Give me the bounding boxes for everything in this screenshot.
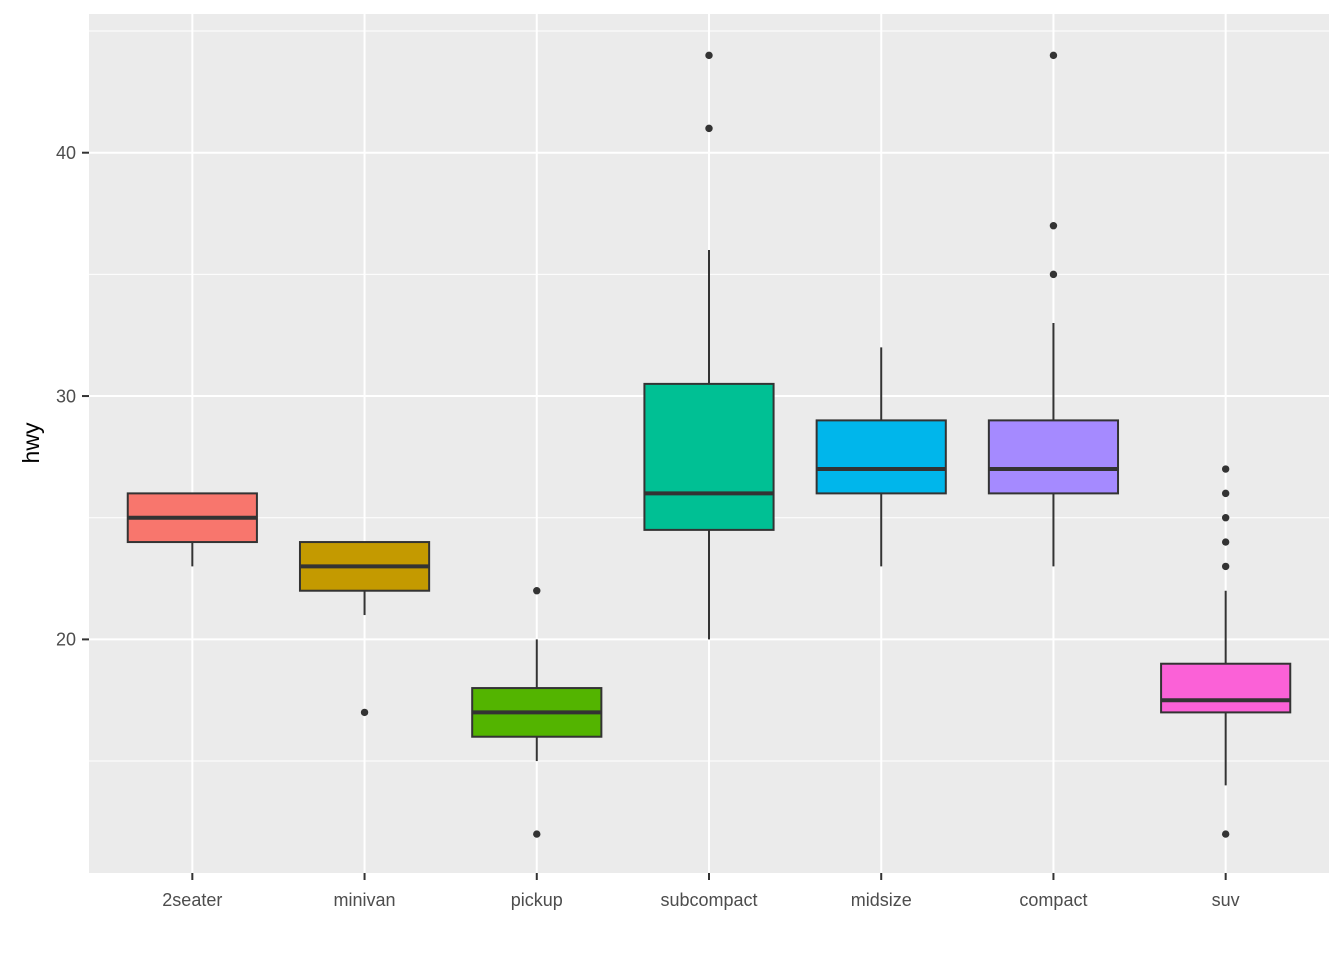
box-midsize	[815, 419, 947, 495]
outlier-pickup-22	[533, 587, 541, 595]
outlier-suv-27	[1221, 465, 1230, 473]
outlier-suv-26	[1221, 489, 1230, 498]
outlier-suv-12	[1221, 830, 1230, 838]
x-tick-label-compact: compact	[1019, 890, 1087, 910]
x-tick-label-2seater: 2seater	[162, 890, 222, 910]
outlier-subcompact-44	[705, 51, 713, 60]
x-tick-label-suv: suv	[1212, 890, 1240, 910]
outlier-suv-25	[1221, 514, 1230, 522]
box-compact	[987, 419, 1120, 495]
box-subcompact	[643, 382, 775, 531]
y-tick-label-20: 20	[56, 630, 76, 650]
x-tick-label-subcompact: subcompact	[660, 890, 757, 910]
y-tick-label-30: 30	[56, 386, 76, 406]
x-tick-label-midsize: midsize	[851, 890, 912, 910]
y-axis-title: hwy	[18, 422, 44, 463]
outlier-pickup-12	[533, 830, 541, 838]
box-suv	[1160, 662, 1292, 714]
outlier-compact-44	[1049, 51, 1058, 60]
outlier-suv-24	[1221, 538, 1230, 546]
outlier-compact-35	[1049, 270, 1058, 279]
y-tick-label-40: 40	[56, 143, 76, 163]
x-tick-label-pickup: pickup	[511, 890, 563, 910]
outlier-suv-23	[1221, 562, 1230, 571]
outlier-minivan-17	[360, 708, 369, 717]
outlier-compact-37	[1049, 222, 1058, 230]
x-tick-label-minivan: minivan	[334, 890, 396, 910]
outlier-subcompact-41	[705, 124, 713, 133]
